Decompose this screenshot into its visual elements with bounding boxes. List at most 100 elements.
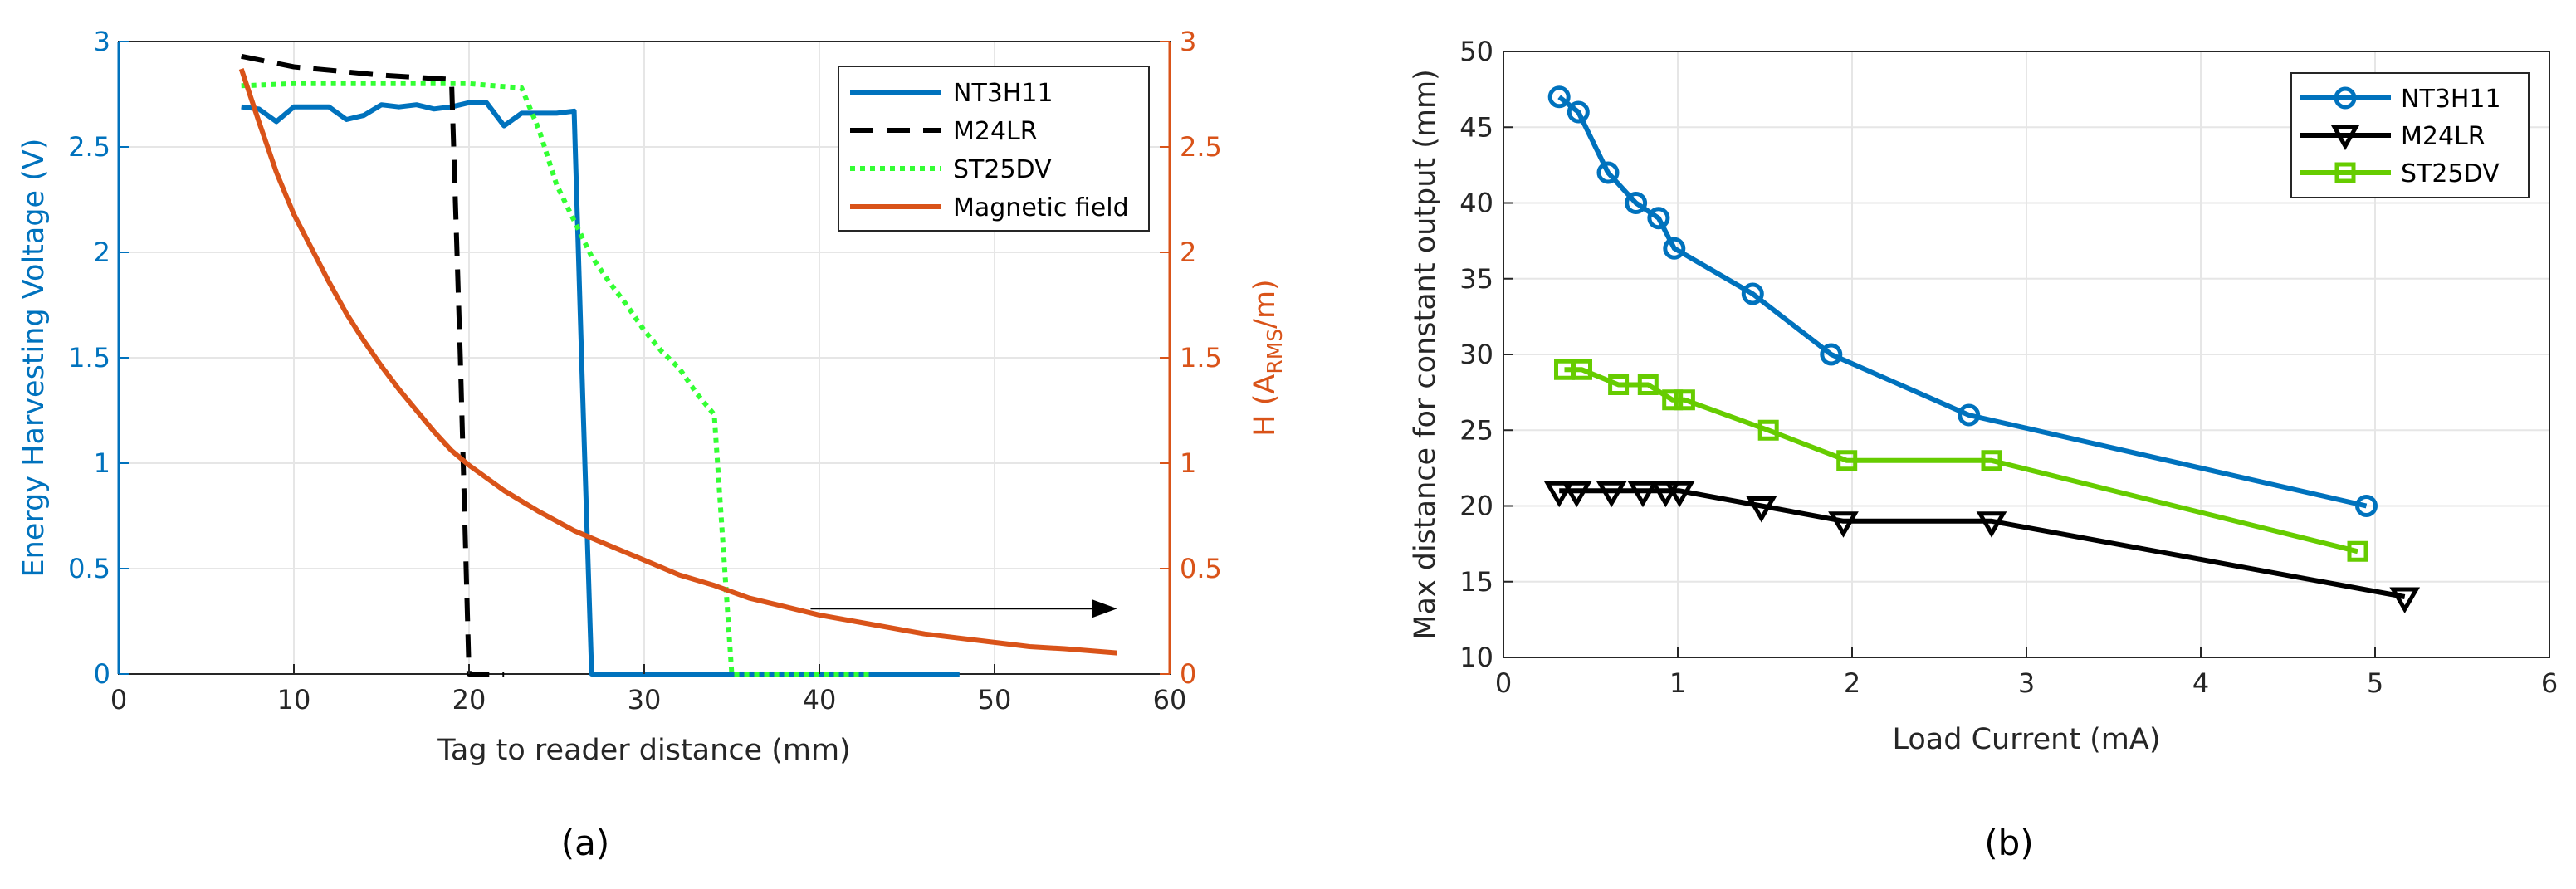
data-point-nt3h11 xyxy=(1741,282,1764,305)
panel-a-y-right-tick-label: 0 xyxy=(1180,658,1196,690)
panel-a-x-tick-label: 30 xyxy=(628,684,662,716)
panel-b-x-tick-label: 1 xyxy=(1669,667,1686,699)
panel-a-y-left-tick-label: 2 xyxy=(94,237,110,268)
panel-a-y-left-tick-label: 2.5 xyxy=(68,131,110,163)
panel-a-arrow-head xyxy=(1092,599,1117,618)
panel-a-y-right-axis-label: H (ARMS/m) xyxy=(1249,279,1287,436)
panel-a-x-tick-label: 60 xyxy=(1153,684,1187,716)
data-point-st25dv xyxy=(1674,389,1695,411)
panel-a-x-tick-label: 50 xyxy=(978,684,1012,716)
panel-b-y-ticks: 10 15 20 25 30 35 40 45 50 xyxy=(1459,36,1513,673)
panel-b-y-tick-label: 50 xyxy=(1459,36,1493,67)
series-line-a-magnetic-field xyxy=(238,68,1117,656)
panel-a-y-right-label-prefix: H (A xyxy=(1249,374,1282,437)
panel-a-x-ticks: 0 10 20 30 40 50 60 xyxy=(110,664,1187,716)
panel-b-y-axis-label: Max distance for constant output (mm) xyxy=(1409,69,1442,640)
legend-a-st25dv-label: ST25DV xyxy=(953,155,1052,184)
legend-b-st25dv-label: ST25DV xyxy=(2401,159,2500,188)
panel-a-y-left-tick-label: 1.5 xyxy=(68,342,110,374)
panel-b-caption: (b) xyxy=(1984,823,2033,863)
panel-a-arrow-annotation xyxy=(810,599,1117,618)
panel-a-y-left-axis-label: Energy Harvesting Voltage (V) xyxy=(17,139,51,578)
data-point-nt3h11 xyxy=(1547,85,1571,109)
panel-a-y-right-tick-label: 0.5 xyxy=(1180,553,1222,584)
series-line-a-nt3h11 xyxy=(241,100,960,677)
data-point-m24lr xyxy=(1543,481,1575,508)
data-point-st25dv xyxy=(1757,419,1779,441)
data-point-st25dv xyxy=(1608,374,1630,395)
panel-a-caption: (a) xyxy=(561,823,610,863)
panel-a-y-left-tick-label: 3 xyxy=(94,26,110,57)
series-line-b-st25dv xyxy=(1564,367,2358,554)
panel-a-series-group xyxy=(238,53,1117,677)
panel-a-y-right-ticks: 0 0.5 1 1.5 2 2.5 3 xyxy=(1160,26,1222,690)
panel-a-y-left-tick-label: 1 xyxy=(94,447,110,479)
data-point-nt3h11 xyxy=(1625,192,1648,214)
data-point-m24lr xyxy=(1561,481,1592,508)
panel-b-x-tick-label: 6 xyxy=(2541,667,2558,699)
panel-b-y-tick-label: 15 xyxy=(1459,566,1493,598)
panel-b-y-tick-label: 40 xyxy=(1459,188,1493,219)
legend-b-nt3h11-label: NT3H11 xyxy=(2401,85,2501,114)
legend-a-m24lr-label: M24LR xyxy=(953,117,1038,146)
panel-b-x-tick-label: 5 xyxy=(2367,667,2383,699)
panel-b-x-axis-label: Load Current (mA) xyxy=(1892,723,2160,756)
panel-b-y-tick-label: 35 xyxy=(1459,263,1493,295)
panel-a-x-tick-label: 20 xyxy=(452,684,486,716)
data-point-nt3h11 xyxy=(1647,207,1670,230)
panel-a-legend: NT3H11 M24LR ST25DV Magnetic field xyxy=(838,66,1150,232)
data-point-m24lr xyxy=(1828,511,1859,538)
data-point-nt3h11 xyxy=(1596,161,1620,184)
panel-a-y-right-tick-label: 3 xyxy=(1180,26,1196,57)
legend-b-m24lr-label: M24LR xyxy=(2401,122,2486,151)
data-point-st25dv xyxy=(1572,359,1592,380)
panel-b-y-tick-label: 20 xyxy=(1459,491,1493,522)
legend-a-magnetic-field-label: Magnetic field xyxy=(953,193,1129,222)
series-line-b-nt3h11 xyxy=(1557,95,2368,509)
legend-a-nt3h11-label: NT3H11 xyxy=(953,79,1053,108)
panel-b-y-tick-label: 30 xyxy=(1459,339,1493,370)
panel-a-y-right-label-suffix: /m) xyxy=(1249,279,1282,329)
data-point-st25dv xyxy=(1836,450,1858,471)
data-point-nt3h11 xyxy=(1820,343,1843,366)
data-point-m24lr xyxy=(1627,481,1659,508)
panel-b-x-tick-label: 2 xyxy=(1844,667,1860,699)
series-line-a-m24lr xyxy=(241,53,505,677)
data-point-m24lr xyxy=(1976,511,2007,538)
panel-a-y-right-label-sub: RMS xyxy=(1263,329,1287,374)
panel-a-y-right-tick-label: 1 xyxy=(1180,447,1196,479)
legend-b-nt3h11-marker xyxy=(2334,86,2357,110)
data-point-nt3h11 xyxy=(1663,237,1686,260)
panel-a-y-right-tick-label: 2 xyxy=(1180,237,1196,268)
panel-a-y-right-tick-label: 2.5 xyxy=(1180,131,1222,163)
legend-b-m24lr-marker xyxy=(2330,125,2360,151)
data-point-st25dv xyxy=(1637,374,1659,395)
series-line-a-st25dv xyxy=(241,81,873,677)
panel-b-x-tick-label: 0 xyxy=(1495,667,1512,699)
panel-a-x-tick-label: 40 xyxy=(803,684,837,716)
data-point-m24lr xyxy=(1664,481,1695,508)
panel-b-series-group xyxy=(1543,85,2421,613)
panel-b-y-tick-label: 25 xyxy=(1459,414,1493,446)
panel-b-legend: NT3H11 M24LR ST25DV xyxy=(2290,72,2530,198)
data-point-m24lr xyxy=(2389,587,2421,613)
legend-b-st25dv-marker xyxy=(2334,162,2356,183)
panel-b-x-ticks: 0 1 2 3 4 5 6 xyxy=(1495,647,2558,699)
panel-b-x-tick-label: 3 xyxy=(2018,667,2035,699)
data-point-st25dv xyxy=(2347,540,2368,562)
panel-a-x-tick-label: 10 xyxy=(277,684,311,716)
panel-a-y-right-tick-label: 1.5 xyxy=(1180,342,1222,374)
panel-a-y-left-ticks: 0 0.5 1 1.5 2 2.5 3 xyxy=(68,26,129,690)
data-point-m24lr xyxy=(1596,481,1627,508)
data-point-nt3h11 xyxy=(1958,403,1981,427)
data-point-m24lr xyxy=(1746,496,1777,523)
panel-a-y-left-tick-label: 0 xyxy=(94,658,110,690)
panel-a-y-left-tick-label: 0.5 xyxy=(68,553,110,584)
data-point-st25dv xyxy=(1662,389,1684,411)
data-point-nt3h11 xyxy=(2355,495,2378,517)
panel-a-x-axis-label: Tag to reader distance (mm) xyxy=(437,734,850,767)
panel-b-y-tick-label: 10 xyxy=(1459,642,1493,673)
data-point-st25dv xyxy=(1981,450,2002,471)
